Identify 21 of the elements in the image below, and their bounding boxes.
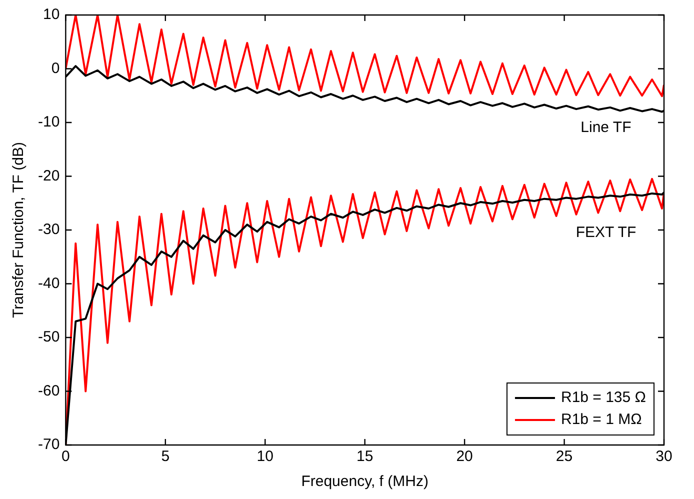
- y-tick-label: -40: [38, 274, 60, 292]
- y-tick-label: 0: [51, 60, 60, 77]
- y-tick-label: -10: [38, 114, 60, 131]
- x-tick-label: 30: [656, 448, 672, 466]
- x-tick-label: 20: [456, 448, 473, 466]
- x-tick-label: 25: [556, 448, 573, 466]
- x-axis-title: Frequency, f (MHz): [301, 473, 428, 490]
- y-tick-label: -70: [38, 436, 60, 454]
- y-tick-label: -30: [38, 221, 60, 238]
- y-tick-label: -50: [38, 328, 60, 346]
- y-axis-title: Transfer Function, TF (dB): [10, 142, 28, 318]
- annotation: FEXT TF: [576, 224, 636, 242]
- y-tick-label: -60: [38, 382, 60, 400]
- y-tick-label: -20: [38, 167, 60, 184]
- annotation: Line TF: [580, 118, 632, 136]
- x-tick-label: 15: [356, 448, 374, 466]
- y-tick-label: 10: [42, 6, 60, 24]
- legend-label: R1b = 1 MΩ: [560, 411, 642, 428]
- x-tick-label: 5: [161, 448, 170, 466]
- x-tick-label: 10: [256, 448, 274, 466]
- legend-label: R1b = 135 Ω: [560, 389, 646, 406]
